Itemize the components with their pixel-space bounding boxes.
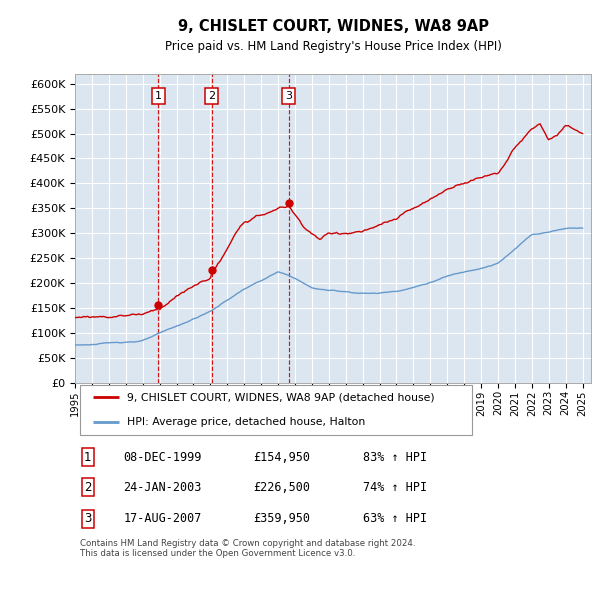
Text: 24-JAN-2003: 24-JAN-2003 bbox=[124, 481, 202, 494]
Text: 2: 2 bbox=[208, 91, 215, 101]
Text: 9, CHISLET COURT, WIDNES, WA8 9AP: 9, CHISLET COURT, WIDNES, WA8 9AP bbox=[178, 19, 488, 34]
Text: £359,950: £359,950 bbox=[253, 513, 310, 526]
Text: 08-DEC-1999: 08-DEC-1999 bbox=[124, 451, 202, 464]
FancyBboxPatch shape bbox=[80, 385, 472, 435]
Text: Contains HM Land Registry data © Crown copyright and database right 2024.
This d: Contains HM Land Registry data © Crown c… bbox=[80, 539, 416, 558]
Text: 3: 3 bbox=[84, 513, 92, 526]
Text: 1: 1 bbox=[155, 91, 162, 101]
Text: 1: 1 bbox=[84, 451, 92, 464]
Text: Price paid vs. HM Land Registry's House Price Index (HPI): Price paid vs. HM Land Registry's House … bbox=[164, 40, 502, 53]
Text: 3: 3 bbox=[285, 91, 292, 101]
Text: 2: 2 bbox=[84, 481, 92, 494]
Text: 63% ↑ HPI: 63% ↑ HPI bbox=[363, 513, 427, 526]
Text: 9, CHISLET COURT, WIDNES, WA8 9AP (detached house): 9, CHISLET COURT, WIDNES, WA8 9AP (detac… bbox=[127, 392, 434, 402]
Text: 83% ↑ HPI: 83% ↑ HPI bbox=[363, 451, 427, 464]
Text: 74% ↑ HPI: 74% ↑ HPI bbox=[363, 481, 427, 494]
Text: £154,950: £154,950 bbox=[253, 451, 310, 464]
Text: HPI: Average price, detached house, Halton: HPI: Average price, detached house, Halt… bbox=[127, 418, 365, 427]
Text: 17-AUG-2007: 17-AUG-2007 bbox=[124, 513, 202, 526]
Text: £226,500: £226,500 bbox=[253, 481, 310, 494]
